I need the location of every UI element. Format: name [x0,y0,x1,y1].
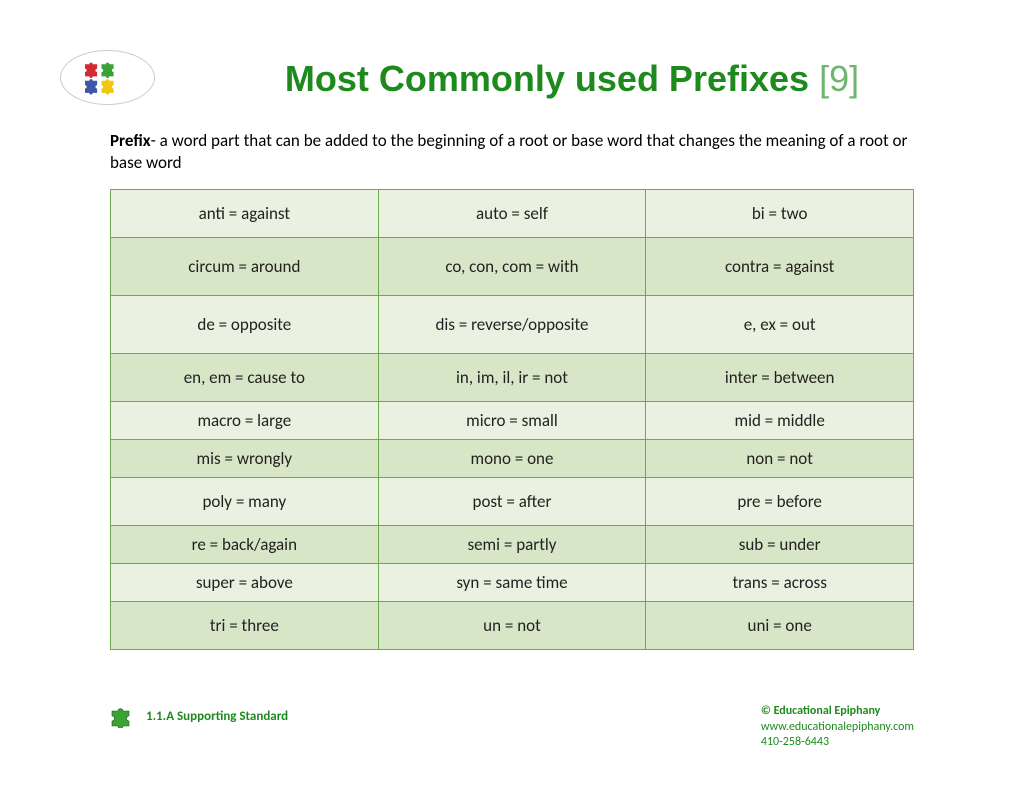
table-cell: un = not [378,602,646,650]
table-cell: de = opposite [111,296,379,354]
table-row: poly = manypost = afterpre = before [111,478,914,526]
footer-standard: 1.1.A Supporting Standard [146,709,288,724]
table-row: de = oppositedis = reverse/oppositee, ex… [111,296,914,354]
table-row: mis = wronglymono = onenon = not [111,440,914,478]
table-row: circum = aroundco, con, com = withcontra… [111,238,914,296]
table-cell: post = after [378,478,646,526]
table-cell: mid = middle [646,402,914,440]
logo-oval [60,50,155,105]
table-cell: dis = reverse/opposite [378,296,646,354]
table-cell: micro = small [378,402,646,440]
table-cell: pre = before [646,478,914,526]
table-cell: mis = wrongly [111,440,379,478]
table-cell: anti = against [111,190,379,238]
footer-right: © Educational Epiphany www.educationalep… [761,704,914,751]
table-cell: e, ex = out [646,296,914,354]
table-cell: trans = across [646,564,914,602]
table-cell: tri = three [111,602,379,650]
table-cell: re = back/again [111,526,379,564]
table-cell: contra = against [646,238,914,296]
table-cell: super = above [111,564,379,602]
table-cell: co, con, com = with [378,238,646,296]
definition-body: - a word part that can be added to the b… [110,130,907,173]
puzzle-cluster-icon [73,58,143,98]
table-cell: circum = around [111,238,379,296]
table-cell: in, im, il, ir = not [378,354,646,402]
table-row: re = back/againsemi = partlysub = under [111,526,914,564]
table-cell: auto = self [378,190,646,238]
table-row: macro = largemicro = smallmid = middle [111,402,914,440]
table-cell: non = not [646,440,914,478]
footer-left: 1.1.A Supporting Standard [110,704,288,728]
table-row: tri = threeun = notuni = one [111,602,914,650]
puzzle-piece-icon [110,704,138,728]
table-cell: poly = many [111,478,379,526]
prefix-table-body: anti = againstauto = selfbi = twocircum … [111,190,914,650]
table-cell: macro = large [111,402,379,440]
definition-bold: Prefix [110,130,151,151]
footer-website: www.educationalepiphany.com [761,720,914,736]
footer: 1.1.A Supporting Standard © Educational … [60,704,964,751]
page-title: Most Commonly used Prefixes [9] [180,50,964,100]
table-cell: en, em = cause to [111,354,379,402]
title-main-text: Most Commonly used Prefixes [285,58,809,99]
table-cell: bi = two [646,190,914,238]
footer-copyright: © Educational Epiphany [761,704,914,720]
table-row: anti = againstauto = selfbi = two [111,190,914,238]
table-row: super = abovesyn = same timetrans = acro… [111,564,914,602]
table-cell: sub = under [646,526,914,564]
table-cell: syn = same time [378,564,646,602]
table-row: en, em = cause toin, im, il, ir = notint… [111,354,914,402]
prefix-table: anti = againstauto = selfbi = twocircum … [110,189,914,650]
definition-text: Prefix- a word part that can be added to… [110,130,914,174]
title-bracket-text: [9] [819,58,859,99]
table-cell: inter = between [646,354,914,402]
table-cell: uni = one [646,602,914,650]
table-cell: semi = partly [378,526,646,564]
table-cell: mono = one [378,440,646,478]
footer-phone: 410-258-6443 [761,735,914,751]
